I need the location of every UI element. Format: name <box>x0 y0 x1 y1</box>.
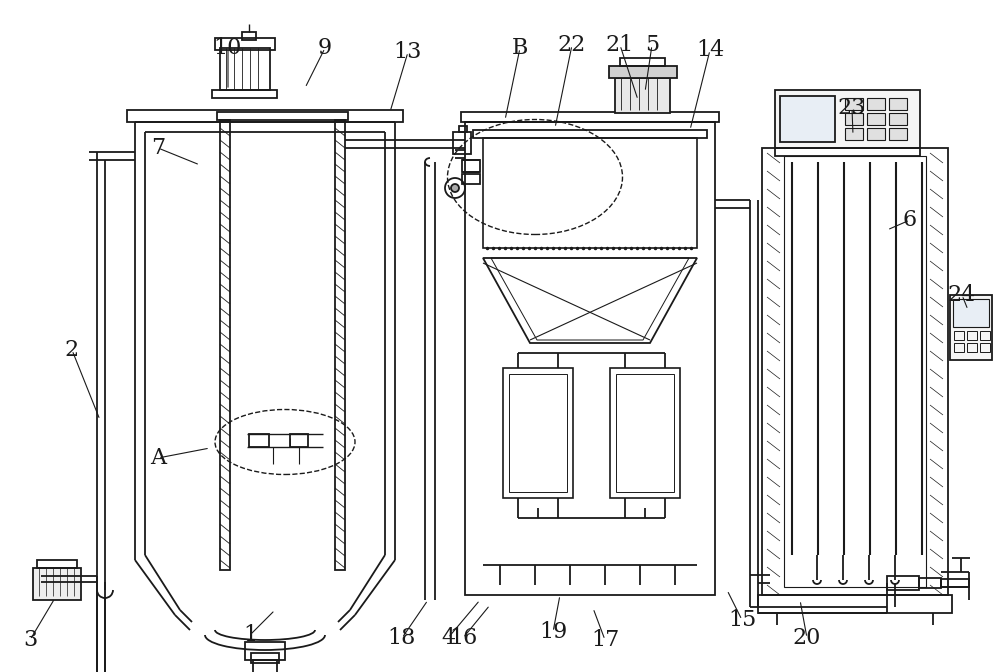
Bar <box>220 120 230 570</box>
Text: 4: 4 <box>441 627 455 649</box>
Bar <box>780 96 835 142</box>
Bar <box>919 578 941 588</box>
Bar <box>967 343 977 352</box>
Bar <box>251 653 279 663</box>
Bar <box>775 148 920 156</box>
Text: 20: 20 <box>793 627 821 649</box>
Text: 17: 17 <box>591 629 619 651</box>
Bar <box>459 126 467 132</box>
Text: 23: 23 <box>838 97 866 119</box>
Bar <box>217 112 348 120</box>
Bar <box>775 90 920 148</box>
Text: 22: 22 <box>558 34 586 56</box>
Text: 14: 14 <box>696 39 724 61</box>
Bar <box>954 343 964 352</box>
Bar <box>610 368 680 498</box>
Circle shape <box>451 184 459 192</box>
Bar <box>867 128 885 140</box>
Text: 21: 21 <box>606 34 634 56</box>
Bar <box>784 156 926 587</box>
Bar <box>620 58 665 66</box>
Bar <box>462 174 480 184</box>
Bar <box>37 560 77 568</box>
Bar <box>845 98 863 110</box>
Text: 10: 10 <box>214 37 242 59</box>
Text: 5: 5 <box>645 34 659 56</box>
Bar <box>127 110 403 122</box>
Bar <box>954 331 964 340</box>
Bar <box>462 160 480 172</box>
Bar <box>215 38 275 50</box>
Bar <box>473 130 707 138</box>
Bar <box>950 295 992 360</box>
Bar <box>758 595 952 613</box>
Bar <box>845 113 863 125</box>
Bar <box>609 66 677 78</box>
Bar <box>867 113 885 125</box>
Text: 15: 15 <box>728 609 756 631</box>
Bar <box>889 128 907 140</box>
Bar <box>941 579 969 587</box>
Bar <box>980 331 990 340</box>
Bar <box>503 368 573 498</box>
Bar <box>242 32 256 40</box>
Text: A: A <box>150 447 166 469</box>
Text: 3: 3 <box>23 629 37 651</box>
Bar <box>483 138 697 248</box>
Bar <box>465 122 715 595</box>
Text: 1: 1 <box>243 624 257 646</box>
Text: 16: 16 <box>449 627 477 649</box>
Bar <box>335 120 345 570</box>
Text: 9: 9 <box>318 37 332 59</box>
Bar <box>212 90 277 98</box>
Text: B: B <box>512 37 528 59</box>
Bar <box>33 568 81 600</box>
Text: 6: 6 <box>903 209 917 231</box>
Bar <box>980 343 990 352</box>
Bar <box>220 48 270 90</box>
Bar <box>290 434 308 447</box>
Bar <box>616 374 674 492</box>
Text: 24: 24 <box>948 284 976 306</box>
Bar <box>889 98 907 110</box>
Text: 19: 19 <box>539 621 567 643</box>
Bar <box>245 642 285 660</box>
Bar <box>762 148 948 595</box>
Bar <box>889 113 907 125</box>
Bar <box>253 660 277 672</box>
Text: 13: 13 <box>394 41 422 63</box>
Bar <box>953 299 989 327</box>
Bar <box>615 78 670 113</box>
Text: 18: 18 <box>388 627 416 649</box>
Bar <box>453 132 471 154</box>
Text: 7: 7 <box>151 137 165 159</box>
Bar <box>461 112 719 122</box>
Bar <box>867 98 885 110</box>
Text: 2: 2 <box>65 339 79 361</box>
Bar <box>509 374 567 492</box>
Bar <box>887 576 919 590</box>
Bar <box>249 434 269 447</box>
Bar <box>967 331 977 340</box>
Bar <box>845 128 863 140</box>
